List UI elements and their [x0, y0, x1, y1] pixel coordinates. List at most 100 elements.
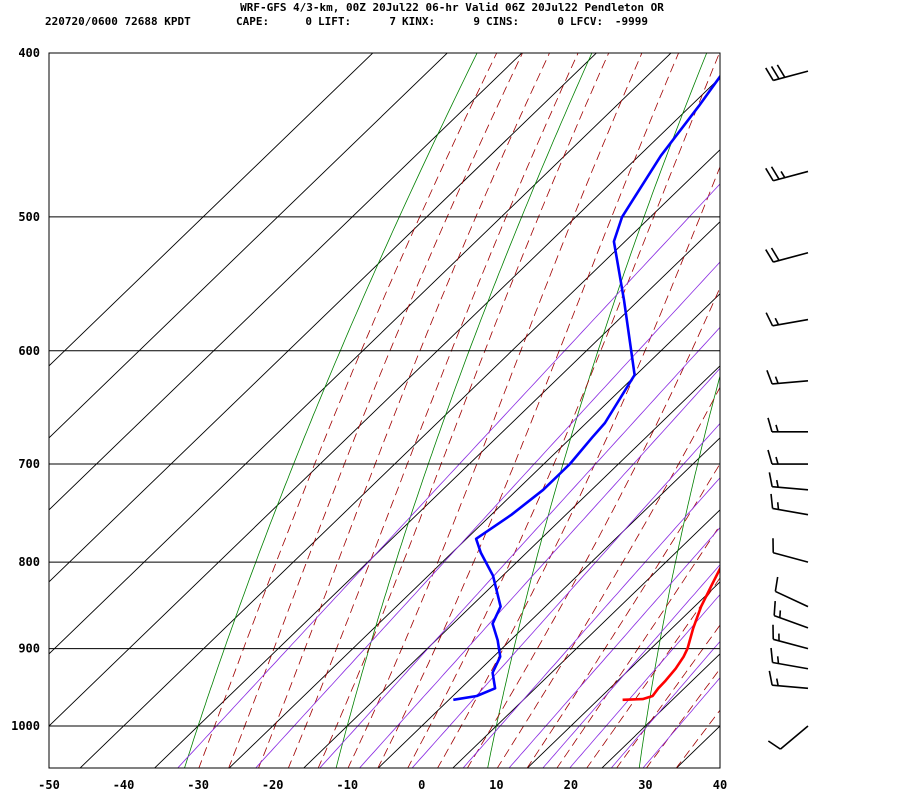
y-tick-label: 800 [18, 555, 40, 569]
barb-feather [770, 247, 780, 261]
moist-adiabat-line [198, 53, 498, 768]
dewpoint-line [453, 74, 720, 702]
x-tick-label: 0 [418, 778, 425, 792]
wind-barb [770, 493, 809, 516]
barb-feather [765, 167, 774, 182]
moist-adiabat-line [258, 53, 550, 768]
cape-label: CAPE: [236, 15, 269, 28]
isotherm-line [228, 293, 720, 768]
lift-value: 7 [389, 15, 396, 28]
mixing-ratio-line [610, 640, 720, 768]
lift-label: LIFT: [318, 15, 351, 28]
barb-feather [768, 670, 773, 686]
x-tick-label: -30 [187, 778, 209, 792]
barb-half-feather [774, 376, 779, 384]
wind-barb [765, 166, 809, 182]
y-tick-label: 400 [18, 46, 40, 60]
wind-barb [765, 64, 809, 82]
moist-adiabat-line [645, 668, 720, 768]
cins-label: CINS: [486, 15, 519, 28]
kinx-value: 9 [473, 15, 480, 28]
isotherm-line [452, 509, 720, 768]
mixing-ratio-line [319, 326, 720, 768]
wind-barb [770, 647, 809, 670]
isotherm-line [49, 76, 720, 727]
barb-feather [767, 740, 781, 750]
isotherm-line [377, 437, 720, 768]
x-tick-label: 40 [713, 778, 727, 792]
isotherm-line [526, 581, 720, 768]
isotherm-line [49, 53, 672, 655]
plot-frame [48, 52, 721, 769]
barb-feather [765, 67, 774, 81]
isotherm-line [49, 53, 598, 583]
barb-staff [775, 590, 809, 608]
mixing-ratio-line [508, 526, 720, 768]
x-tick-label: -40 [113, 778, 135, 792]
isotherm-line [49, 53, 523, 511]
moist-adiabat-line [556, 524, 720, 768]
mixing-ratio-line [642, 677, 720, 768]
x-tick-label: 20 [564, 778, 578, 792]
barb-feather [770, 493, 774, 509]
wind-barb [765, 312, 809, 327]
station-label: 220720/0600 72688 KPDT [45, 15, 191, 28]
moist-adiabat-line [347, 53, 643, 768]
moist-adiabat-line [496, 386, 720, 768]
sounding-profiles [453, 74, 720, 702]
isotherm-line [49, 53, 374, 367]
x-tick-label: 10 [489, 778, 503, 792]
isotherm-line [750, 15, 900, 769]
moist-adiabat-line [287, 53, 579, 768]
wind-barb [767, 449, 808, 465]
mixing-ratio-line [569, 594, 720, 768]
barb-half-feather [779, 610, 782, 618]
temperature-line [622, 565, 720, 702]
x-tick-label: -50 [38, 778, 60, 792]
isotherm-line [303, 365, 720, 768]
mixing-ratio-line [542, 564, 720, 768]
wind-barbs [765, 64, 809, 750]
barb-feather [767, 417, 773, 433]
wind-barb [767, 725, 809, 750]
barb-feather [768, 472, 773, 487]
barb-half-feather [775, 479, 779, 488]
wind-barb [774, 576, 809, 608]
dry-adiabat-line [791, 15, 900, 769]
cins-value: 0 [557, 15, 564, 28]
axis-labels: 400 500 600 700 800 900 1000 -50 -40 -30 -20 -10 0 10… [11, 46, 727, 792]
wind-barb [773, 601, 809, 629]
mixing-ratio-line [255, 261, 720, 768]
barb-half-feather [775, 424, 779, 433]
barb-feather [774, 576, 779, 592]
barb-feather [770, 66, 780, 80]
y-tick-label: 1000 [11, 719, 40, 733]
y-tick-label: 600 [18, 344, 40, 358]
barb-staff [772, 661, 809, 670]
dry-adiabat-line [638, 374, 720, 768]
wind-barb [768, 472, 809, 491]
moist-adiabat-line [675, 709, 720, 768]
x-tick-label: -10 [336, 778, 358, 792]
barb-half-feather [776, 502, 780, 510]
isotherm-line [153, 221, 720, 768]
x-tick-label: 30 [638, 778, 652, 792]
barb-feather [776, 64, 786, 78]
y-tick-label: 500 [18, 210, 40, 224]
barb-feather [765, 312, 774, 327]
barb-staff [772, 684, 809, 690]
wind-barb [772, 624, 809, 650]
x-tick-label: -20 [262, 778, 284, 792]
mixing-ratio-line [358, 367, 720, 768]
dry-adiabat-line [184, 53, 478, 768]
wind-barb [765, 247, 809, 263]
moist-adiabat-line [377, 53, 680, 768]
y-tick-label: 900 [18, 642, 40, 656]
dry-adiabat-line [335, 53, 593, 768]
moist-adiabat-line [317, 53, 610, 768]
barb-staff [772, 318, 809, 327]
barb-staff [772, 507, 809, 516]
chart-subtitle: 220720/0600 72688 KPDT CAPE: 0 LIFT: 7 K… [45, 15, 648, 28]
moist-adiabat-line [526, 462, 720, 768]
